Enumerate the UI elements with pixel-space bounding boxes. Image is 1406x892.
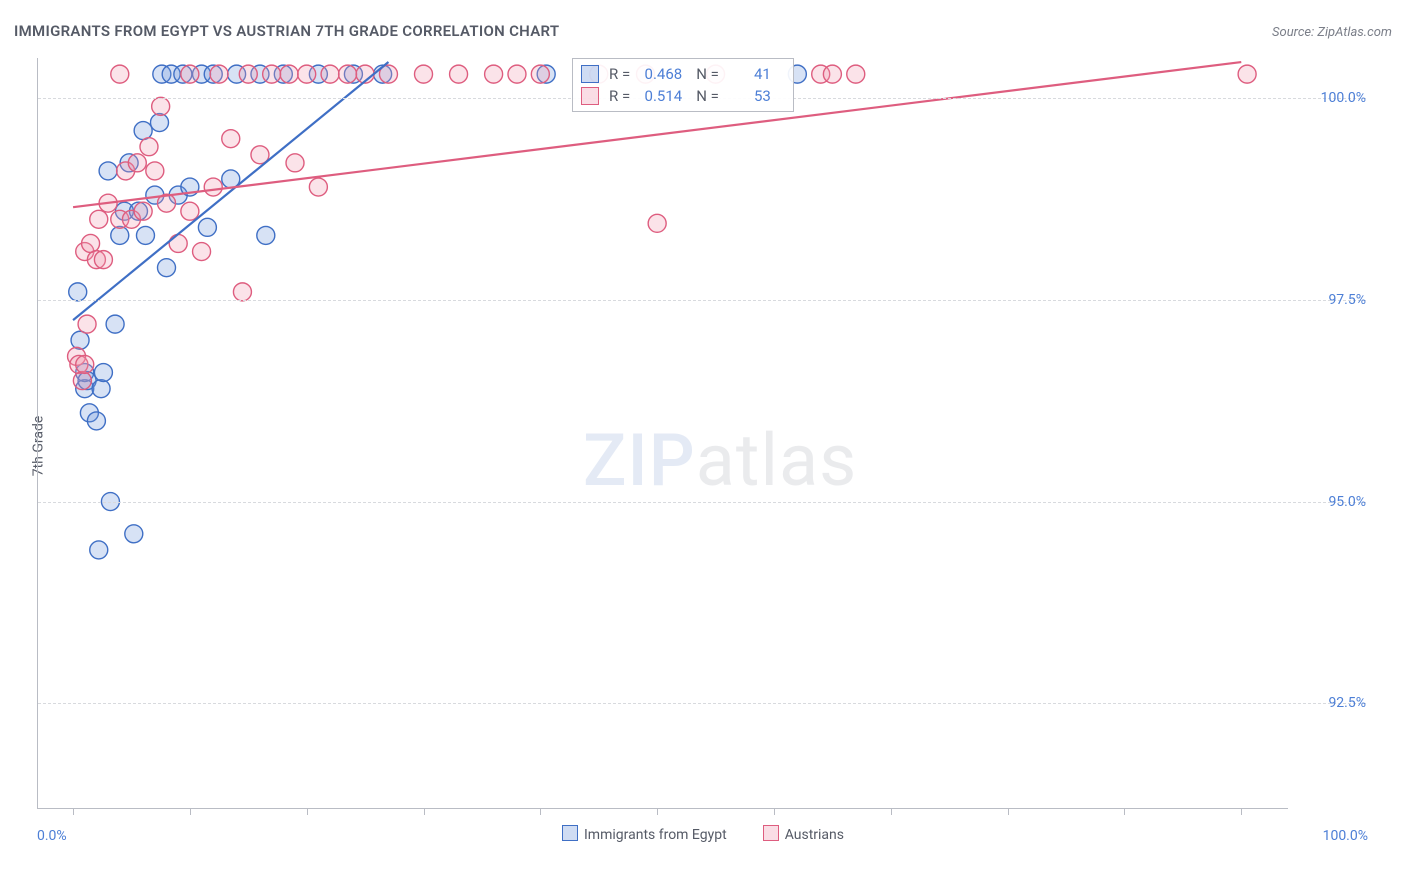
stat-r-value-austrians: 0.514 [634, 87, 682, 105]
chart-plot: 92.5%95.0%97.5%100.0%ZIPatlasR =0.468N =… [37, 58, 1365, 808]
chart-header: IMMIGRANTS FROM EGYPT VS AUSTRIAN 7TH GR… [14, 22, 1392, 40]
stat-r-label: R = [609, 65, 630, 83]
x-tick [540, 808, 541, 815]
scatter-point-egypt [125, 525, 143, 543]
x-tick [190, 808, 191, 815]
scatter-point-austrians [263, 65, 281, 83]
x-tick [1241, 808, 1242, 815]
scatter-point-austrians [152, 97, 170, 115]
y-tick-label: 100.0% [1296, 90, 1366, 106]
scatter-point-austrians [280, 65, 298, 83]
stats-legend-box: R =0.468 N =41 R =0.514 N =53 [572, 58, 794, 112]
scatter-point-austrians [415, 65, 433, 83]
scatter-point-austrians [111, 65, 129, 83]
grid-line [38, 502, 1366, 503]
legend-bottom: Immigrants from Egypt Austrians [0, 825, 1406, 843]
scatter-point-austrians [78, 315, 96, 333]
scatter-point-austrians [204, 178, 222, 196]
scatter-point-austrians [193, 243, 211, 261]
scatter-point-austrians [76, 355, 94, 373]
scatter-point-austrians [321, 65, 339, 83]
scatter-point-egypt [106, 315, 124, 333]
scatter-point-austrians [847, 65, 865, 83]
y-tick-label: 95.0% [1296, 494, 1366, 510]
legend-item-egypt: Immigrants from Egypt [562, 825, 727, 843]
x-tick [307, 808, 308, 815]
legend-swatch-egypt [562, 825, 578, 841]
legend-swatch-austrians [581, 87, 599, 105]
scatter-point-austrians [648, 214, 666, 232]
scatter-point-egypt [111, 226, 129, 244]
scatter-point-austrians [82, 234, 100, 252]
scatter-point-austrians [181, 65, 199, 83]
plot-svg [38, 58, 1288, 808]
scatter-point-egypt [90, 541, 108, 559]
scatter-point-austrians [309, 178, 327, 196]
grid-line [38, 300, 1366, 301]
x-tick [657, 808, 658, 815]
x-tick [73, 808, 74, 815]
x-tick [424, 808, 425, 815]
scatter-point-egypt [158, 259, 176, 277]
scatter-point-egypt [150, 114, 168, 132]
scatter-point-austrians [73, 372, 91, 390]
scatter-point-austrians [181, 202, 199, 220]
legend-label-egypt: Immigrants from Egypt [584, 827, 727, 843]
stat-n-label: N = [696, 65, 719, 83]
x-tick [891, 808, 892, 815]
scatter-point-austrians [298, 65, 316, 83]
x-tick [1124, 808, 1125, 815]
y-tick-label: 97.5% [1296, 292, 1366, 308]
legend-swatch-austrians [763, 825, 779, 841]
scatter-point-austrians [485, 65, 503, 83]
scatter-point-egypt [92, 380, 110, 398]
scatter-point-austrians [286, 154, 304, 172]
legend-swatch-egypt [581, 65, 599, 83]
x-tick [1008, 808, 1009, 815]
legend-item-austrians: Austrians [763, 825, 844, 843]
trend-line-egypt [73, 62, 388, 320]
scatter-point-austrians [140, 138, 158, 156]
scatter-point-austrians [210, 65, 228, 83]
scatter-point-egypt [87, 412, 105, 430]
scatter-point-egypt [134, 122, 152, 140]
scatter-point-austrians [450, 65, 468, 83]
scatter-point-austrians [508, 65, 526, 83]
scatter-point-austrians [233, 283, 251, 301]
grid-line [38, 703, 1366, 704]
scatter-point-austrians [90, 210, 108, 228]
scatter-point-egypt [136, 226, 154, 244]
stat-r-value-egypt: 0.468 [634, 65, 682, 83]
stat-n-value-egypt: 41 [723, 65, 771, 83]
scatter-point-austrians [823, 65, 841, 83]
stat-n-label: N = [696, 87, 719, 105]
scatter-point-austrians [134, 202, 152, 220]
scatter-point-egypt [257, 226, 275, 244]
stats-row-austrians: R =0.514 N =53 [581, 85, 785, 107]
scatter-point-austrians [1238, 65, 1256, 83]
stats-row-egypt: R =0.468 N =41 [581, 63, 785, 85]
scatter-point-austrians [146, 162, 164, 180]
stat-r-label: R = [609, 87, 630, 105]
scatter-point-austrians [339, 65, 357, 83]
legend-label-austrians: Austrians [785, 827, 844, 843]
stat-n-value-austrians: 53 [723, 87, 771, 105]
scatter-point-egypt [198, 218, 216, 236]
x-tick [774, 808, 775, 815]
scatter-point-egypt [99, 162, 117, 180]
scatter-point-austrians [531, 65, 549, 83]
y-tick-label: 92.5% [1296, 695, 1366, 711]
chart-title: IMMIGRANTS FROM EGYPT VS AUSTRIAN 7TH GR… [14, 22, 559, 40]
scatter-point-austrians [169, 234, 187, 252]
scatter-point-egypt [69, 283, 87, 301]
chart-source: Source: ZipAtlas.com [1272, 25, 1392, 40]
scatter-point-egypt [71, 331, 89, 349]
scatter-point-austrians [239, 65, 257, 83]
scatter-point-austrians [94, 251, 112, 269]
plot-area: 92.5%95.0%97.5%100.0%ZIPatlasR =0.468N =… [37, 58, 1288, 809]
scatter-point-austrians [222, 130, 240, 148]
scatter-point-egypt [94, 364, 112, 382]
scatter-point-austrians [128, 154, 146, 172]
